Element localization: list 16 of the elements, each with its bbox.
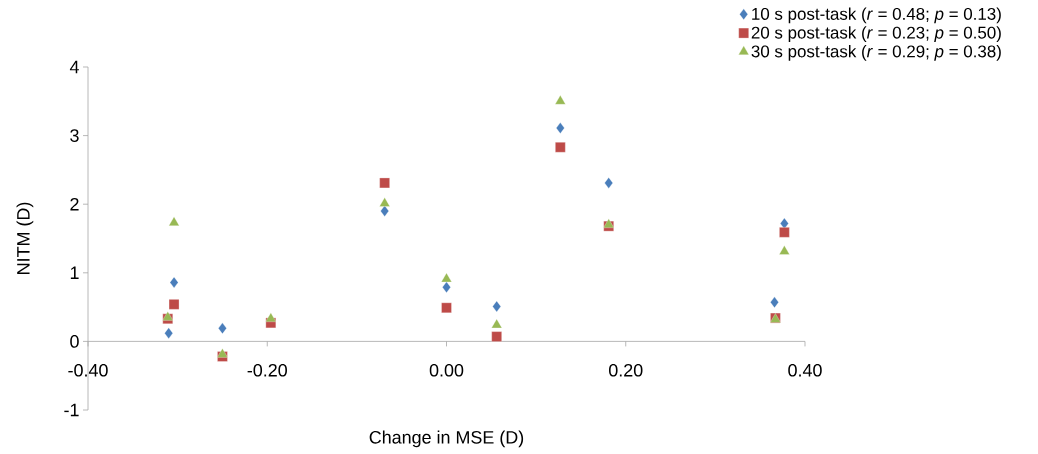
x-tick-label: 0.40 xyxy=(788,363,822,377)
y-tick-label: 3 xyxy=(70,129,79,142)
y-tick-label: -1 xyxy=(64,403,79,417)
y-tick-label: 4 xyxy=(69,60,79,74)
legend-label: 10 s post-task (r = 0.48; p = 0.13) xyxy=(752,7,1001,24)
y-tick-label: 1 xyxy=(70,266,79,279)
x-tick-label: 0.20 xyxy=(609,363,643,377)
y-tick-label: 0 xyxy=(70,335,79,348)
legend-label: 30 s post-task (r = 0.29; p = 0.38) xyxy=(751,44,1001,61)
x-tick-label: 0.00 xyxy=(429,363,464,377)
legend-label: 20 s post-task (r = 0.23; p = 0.50) xyxy=(751,26,1001,42)
y-tick-label: 2 xyxy=(70,197,79,211)
x-axis-title: Change in MSE (D) xyxy=(369,430,524,448)
x-tick-label: -0.20 xyxy=(247,363,287,377)
x-tick-label: -0.40 xyxy=(68,363,108,377)
y-axis-title: NITM (D) xyxy=(16,202,34,274)
